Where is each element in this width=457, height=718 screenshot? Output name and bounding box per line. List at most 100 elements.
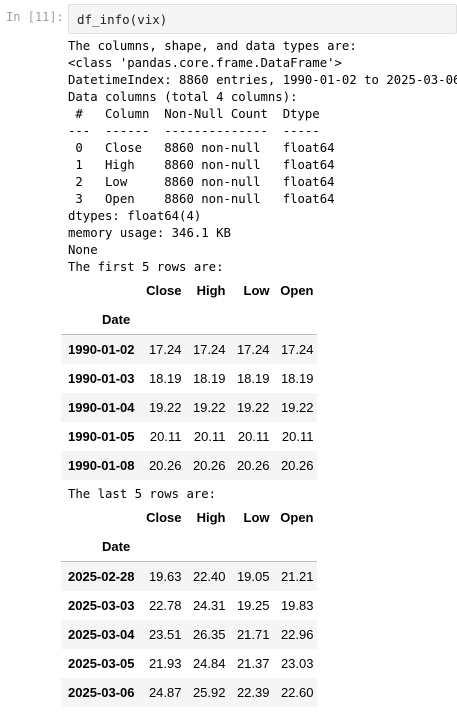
table-cell: 24.84 — [192, 656, 226, 671]
row-index-date: 2025-03-03 — [68, 598, 135, 613]
table-cell: 18.19 — [280, 371, 314, 386]
table-row: 1990-01-02 17.24 17.24 17.24 17.24 — [61, 334, 317, 364]
info-line: 1 High 8860 non-null float64 — [75, 158, 335, 172]
table-row: 1990-01-08 20.26 20.26 20.26 20.26 — [61, 451, 317, 480]
row-index-date: 1990-01-08 — [68, 458, 135, 473]
table-row: 1990-01-04 19.22 19.22 19.22 19.22 — [61, 393, 317, 422]
table-cell: 20.11 — [149, 429, 182, 444]
table-cell: 17.24 — [192, 342, 226, 357]
column-header: Close — [146, 283, 182, 298]
table-cell: 26.35 — [192, 627, 226, 642]
table-cell: 21.71 — [236, 627, 270, 642]
empty-header — [273, 305, 317, 335]
empty-header — [141, 532, 185, 562]
table-cell: 17.24 — [280, 342, 314, 357]
table-cell: 24.31 — [192, 598, 226, 613]
table-cell: 18.19 — [192, 371, 226, 386]
table-cell: 22.60 — [280, 685, 314, 700]
table-cell: 19.25 — [236, 598, 270, 613]
table-cell: 20.11 — [193, 429, 226, 444]
column-header: Close — [146, 510, 182, 525]
empty-header — [273, 532, 317, 562]
table-row: 2025-03-06 24.87 25.92 22.39 22.60 — [61, 678, 317, 707]
table-cell: 21.93 — [148, 656, 182, 671]
info-line: Data columns (total 4 columns): — [68, 90, 298, 104]
cell-prompt: In [11]: — [6, 10, 64, 24]
corner-header — [61, 503, 141, 532]
info-line: memory usage: 346.1 KB — [68, 226, 231, 240]
info-text: The columns, shape, and data types are: … — [68, 38, 457, 276]
table-row: 1990-01-05 20.11 20.11 20.11 20.11 — [61, 422, 317, 451]
table-cell: 19.83 — [280, 598, 314, 613]
table-cell: 19.05 — [236, 569, 270, 584]
table-cell: 19.22 — [148, 400, 182, 415]
table-cell: 20.26 — [236, 458, 270, 473]
info-line: None — [68, 243, 98, 257]
table-cell: 17.24 — [148, 342, 182, 357]
table-cell: 22.40 — [192, 569, 226, 584]
table-row: 2025-02-28 19.63 22.40 19.05 21.21 — [61, 561, 317, 591]
table-cell: 20.11 — [281, 429, 314, 444]
column-header: Open — [280, 283, 314, 298]
first-rows-table: Close High Low Open Date 1990-01-02 17.24 17.24… — [61, 276, 317, 480]
row-index-date: 2025-03-04 — [68, 627, 135, 642]
empty-header — [185, 532, 229, 562]
corner-header — [61, 276, 141, 305]
info-line: DatetimeIndex: 8860 entries, 1990-01-02 … — [68, 73, 457, 87]
empty-header — [141, 305, 185, 335]
info-line: <class 'pandas.core.frame.DataFrame'> — [68, 56, 342, 70]
code-text[interactable]: df_info(vix) — [77, 12, 168, 27]
table-row: 1990-01-03 18.19 18.19 18.19 18.19 — [61, 364, 317, 393]
row-index-date: 1990-01-02 — [68, 342, 135, 357]
column-header: High — [196, 510, 226, 525]
table-cell: 24.87 — [148, 685, 182, 700]
row-index-date: 1990-01-04 — [68, 400, 135, 415]
empty-header — [229, 532, 273, 562]
table-row: 2025-03-05 21.93 24.84 21.37 23.03 — [61, 649, 317, 678]
info-line: dtypes: float64(4) — [68, 209, 202, 223]
table-cell: 23.51 — [148, 627, 182, 642]
table-cell: 20.26 — [148, 458, 182, 473]
row-index-date: 2025-03-05 — [68, 656, 135, 671]
index-name-header: Date — [102, 312, 131, 327]
table-cell: 25.92 — [192, 685, 226, 700]
table-cell: 19.63 — [148, 569, 182, 584]
first-rows-table-container: Close High Low Open Date 1990-01-02 17.24 17.24… — [61, 276, 457, 480]
last-rows-table: Close High Low Open Date 2025-02-28 19.63 22.40… — [61, 503, 317, 707]
info-line: The first 5 rows are: — [68, 260, 224, 274]
table-cell: 20.11 — [237, 429, 270, 444]
row-index-date: 2025-02-28 — [68, 569, 135, 584]
empty-header — [229, 305, 273, 335]
info-line: 2 Low 8860 non-null float64 — [75, 175, 335, 189]
info-line: 0 Close 8860 non-null float64 — [75, 141, 335, 155]
table-cell: 21.37 — [236, 656, 270, 671]
last-rows-heading: The last 5 rows are: — [68, 487, 217, 501]
column-header: High — [196, 283, 226, 298]
table-cell: 22.39 — [236, 685, 270, 700]
row-index-date: 2025-03-06 — [68, 685, 135, 700]
column-header: Low — [243, 283, 270, 298]
table-cell: 17.24 — [236, 342, 270, 357]
table-cell: 22.96 — [280, 627, 314, 642]
table-cell: 19.22 — [280, 400, 314, 415]
table-row: 2025-03-04 23.51 26.35 21.71 22.96 — [61, 620, 317, 649]
cell-output: The columns, shape, and data types are: … — [61, 38, 457, 707]
table-cell: 20.26 — [192, 458, 226, 473]
table-cell: 22.78 — [148, 598, 182, 613]
table-cell: 19.22 — [192, 400, 226, 415]
info-line: The columns, shape, and data types are: — [68, 39, 357, 53]
last-rows-table-container: Close High Low Open Date 2025-02-28 19.63 22.40… — [61, 503, 457, 707]
table-cell: 21.21 — [280, 569, 314, 584]
index-name-header: Date — [102, 539, 131, 554]
row-index-date: 1990-01-03 — [68, 371, 135, 386]
info-line: --- ------ -------------- ----- — [68, 124, 320, 138]
code-input-cell[interactable]: df_info(vix) — [68, 4, 457, 34]
table-row: 2025-03-03 22.78 24.31 19.25 19.83 — [61, 591, 317, 620]
table-cell: 18.19 — [148, 371, 182, 386]
table-cell: 19.22 — [236, 400, 270, 415]
table-cell: 23.03 — [280, 656, 314, 671]
column-header: Low — [243, 510, 270, 525]
table-cell: 20.26 — [280, 458, 314, 473]
row-index-date: 1990-01-05 — [68, 429, 135, 444]
info-line: 3 Open 8860 non-null float64 — [75, 192, 335, 206]
